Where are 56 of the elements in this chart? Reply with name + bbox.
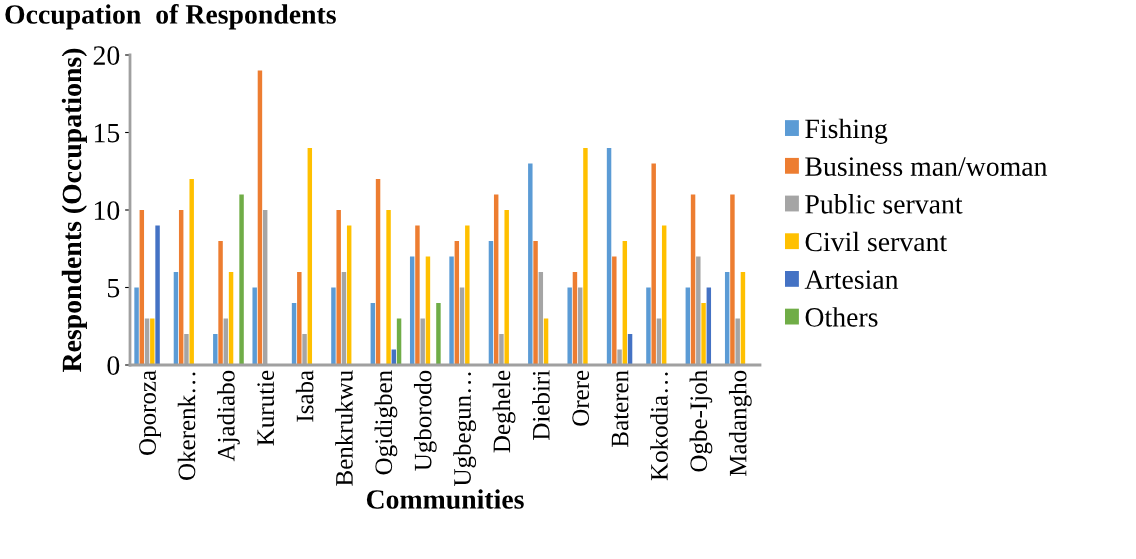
bar — [155, 225, 160, 365]
legend-label: Public servant — [805, 194, 963, 214]
bar — [449, 256, 454, 365]
x-tick-label: Ogidigben — [374, 370, 398, 475]
bar — [436, 303, 441, 365]
x-tick-label: Isaba — [295, 370, 314, 422]
bar — [415, 225, 420, 365]
bar — [252, 287, 257, 365]
bar — [297, 272, 302, 365]
y-tick-label: 15 — [94, 123, 120, 143]
x-axis-title: Communities — [366, 489, 524, 509]
x-tick-label: Orere — [572, 370, 590, 426]
x-tick-label: Benkrukwu — [335, 370, 353, 486]
y-tick-label: 20 — [93, 46, 120, 65]
bar — [465, 225, 470, 365]
x-tick-label: Ugbegun… — [453, 372, 477, 486]
x-tick-label: Diebiri — [532, 370, 550, 440]
x-tick-label: Bateren — [611, 370, 629, 447]
bar — [386, 210, 391, 365]
bar — [239, 194, 244, 365]
chart-title: Occupation of Respondents — [5, 4, 336, 30]
bar — [331, 287, 336, 365]
y-axis-title: Respondents (Occupations) — [61, 48, 87, 372]
x-tick-label: Oporoza — [139, 370, 162, 455]
bar — [528, 163, 533, 365]
bar — [336, 210, 341, 365]
legend-label: Business man/woman — [805, 157, 1048, 176]
x-tick-label: Okerenk… — [177, 372, 196, 480]
bar — [213, 334, 218, 365]
bar — [730, 194, 735, 365]
y-tick-label: 10 — [94, 201, 120, 220]
bar — [134, 287, 139, 365]
bar — [533, 241, 538, 365]
bar — [504, 210, 509, 365]
legend-label: Civil servant — [805, 231, 948, 252]
bar — [651, 163, 656, 365]
y-tick-label: 5 — [108, 278, 120, 298]
bar — [646, 287, 651, 365]
bar — [218, 241, 223, 365]
x-tick-label: Kurutie — [257, 370, 275, 446]
legend-label: Fishing — [805, 118, 888, 144]
legend-label: Others — [805, 307, 878, 327]
x-tick-label: Deghele — [492, 370, 516, 453]
bar — [612, 256, 617, 365]
bar — [701, 303, 706, 365]
x-tick-label: Ugborodo — [413, 370, 437, 471]
x-tick-label: Kokodia… — [650, 372, 668, 481]
bar — [150, 318, 155, 365]
bar — [583, 148, 588, 365]
bar — [567, 287, 572, 365]
legend-label: Artesian — [804, 270, 899, 290]
x-tick-label: Ogbe-Ijoh — [689, 370, 713, 472]
y-tick-label: 0 — [107, 356, 120, 375]
bar — [189, 179, 194, 365]
x-tick-label: Ajadiabo — [217, 370, 240, 462]
x-tick-label: Madangho — [728, 370, 752, 477]
